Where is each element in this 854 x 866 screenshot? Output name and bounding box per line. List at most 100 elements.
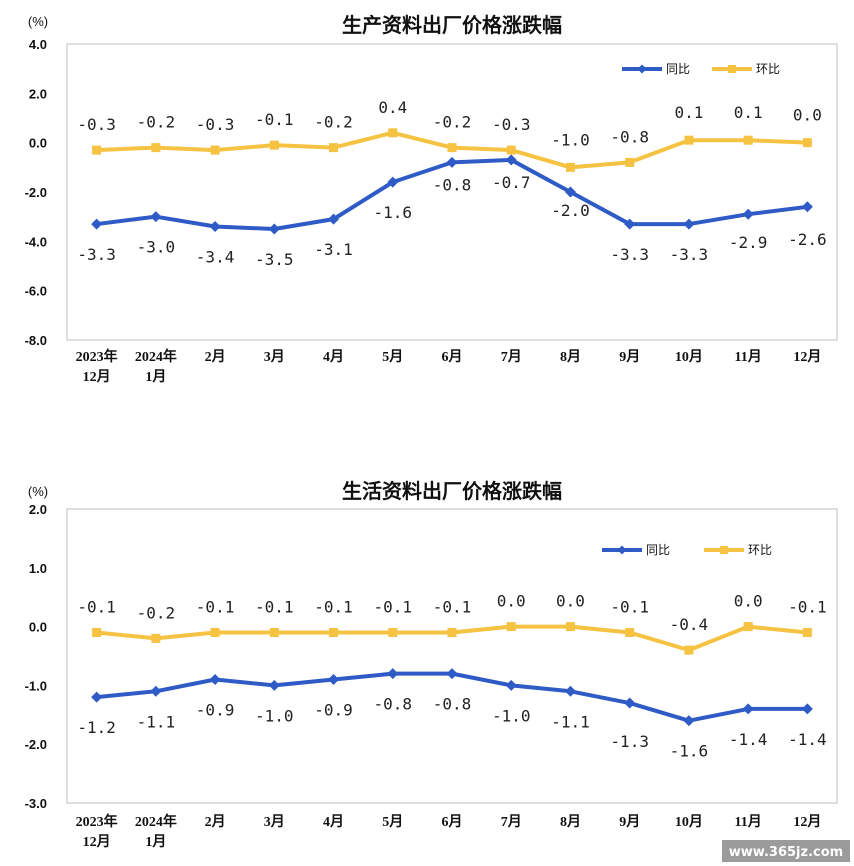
data-label-mom: -0.3 xyxy=(196,115,235,134)
legend-label-yoy: 同比 xyxy=(646,543,670,557)
data-point-mom xyxy=(447,627,457,637)
data-label-mom: -0.3 xyxy=(492,115,531,134)
data-point-yoy xyxy=(446,156,458,168)
data-point-yoy xyxy=(742,703,754,715)
x-tick-label: 11月 xyxy=(735,814,762,830)
data-point-mom xyxy=(92,627,102,637)
data-label-mom: -0.1 xyxy=(374,597,413,616)
data-point-mom xyxy=(269,140,279,150)
data-label-mom: -0.4 xyxy=(670,615,709,634)
data-label-mom: -0.1 xyxy=(610,597,649,616)
data-point-yoy xyxy=(564,186,576,198)
data-point-mom xyxy=(269,627,279,637)
data-label-yoy: -2.9 xyxy=(729,233,768,252)
chart-producer-goods: 生产资料出厂价格涨跌幅 (%) 4.0 2.0 0.0 -2.0 -4.0 -6.0 -8.0 2… xyxy=(25,13,838,385)
data-point-yoy xyxy=(505,679,517,691)
x-tick-label: 3月 xyxy=(264,814,285,830)
plot-frame xyxy=(66,43,838,341)
data-point-yoy xyxy=(387,668,399,680)
x-tick-label: 3月 xyxy=(264,349,285,365)
data-point-yoy xyxy=(446,668,458,680)
data-point-yoy xyxy=(150,211,162,223)
x-tick-label: 4月 xyxy=(323,814,344,830)
data-label-yoy: -1.0 xyxy=(255,706,294,725)
data-point-yoy xyxy=(801,703,813,715)
x-tick-label: 1月 xyxy=(145,369,166,385)
data-point-mom xyxy=(625,157,635,167)
data-point-mom xyxy=(743,622,753,632)
data-label-yoy: -1.2 xyxy=(77,718,116,737)
chart-title: 生活资料出厂价格涨跌幅 xyxy=(342,479,562,503)
y-tick-label: -4.0 xyxy=(25,234,47,249)
y-tick-label: -3.0 xyxy=(25,796,47,811)
y-axis-unit: (%) xyxy=(28,14,48,29)
data-point-yoy xyxy=(268,679,280,691)
data-point-yoy xyxy=(683,715,695,727)
x-tick-label: 2023年 xyxy=(76,348,118,365)
x-tick-label: 10月 xyxy=(675,814,703,830)
data-point-mom xyxy=(388,627,398,637)
data-label-mom: -0.1 xyxy=(255,110,294,129)
y-tick-label: 0.0 xyxy=(29,620,47,635)
data-point-mom xyxy=(92,145,102,155)
x-tick-label: 8月 xyxy=(560,349,581,365)
data-point-yoy xyxy=(564,685,576,697)
data-point-yoy xyxy=(505,154,517,166)
y-tick-label: 0.0 xyxy=(29,136,47,151)
plot-frame xyxy=(66,508,838,804)
data-label-yoy: -3.4 xyxy=(196,248,235,267)
data-label-yoy: -0.8 xyxy=(374,695,413,714)
data-label-mom: -0.2 xyxy=(137,603,176,622)
data-label-yoy: -2.6 xyxy=(788,230,827,249)
x-tick-label: 2月 xyxy=(205,349,226,365)
chart-consumer-goods: 生活资料出厂价格涨跌幅 (%) 2.0 1.0 0.0 -1.0 -2.0 -3.0 2023年… xyxy=(25,479,838,850)
data-label-yoy: -1.1 xyxy=(551,712,590,731)
data-point-yoy xyxy=(150,685,162,697)
y-tick-label: 2.0 xyxy=(29,502,47,517)
data-label-mom: 0.0 xyxy=(556,592,585,611)
data-point-yoy xyxy=(801,201,813,213)
data-label-mom: -0.2 xyxy=(433,113,472,132)
data-label-yoy: -1.0 xyxy=(492,706,531,725)
data-label-yoy: -3.1 xyxy=(314,240,353,259)
data-point-yoy xyxy=(387,176,399,188)
data-label-mom: 0.0 xyxy=(793,106,822,125)
legend-marker-mom xyxy=(720,546,728,554)
data-label-mom: -0.1 xyxy=(314,597,353,616)
y-tick-label: -8.0 xyxy=(25,333,47,348)
x-tick-label: 7月 xyxy=(501,814,522,830)
data-point-yoy xyxy=(624,218,636,230)
series-line-yoy xyxy=(96,157,808,231)
data-label-yoy: -3.3 xyxy=(670,245,709,264)
data-point-mom xyxy=(329,143,339,153)
y-tick-label: 1.0 xyxy=(29,561,47,576)
y-tick-label: 4.0 xyxy=(29,37,47,52)
data-label-yoy: -0.8 xyxy=(433,175,472,194)
data-point-mom xyxy=(151,143,161,153)
x-tick-label: 10月 xyxy=(675,349,703,365)
legend-marker-mom xyxy=(728,65,736,73)
data-label-mom: 0.0 xyxy=(734,592,763,611)
data-label-mom: 0.4 xyxy=(378,98,407,117)
data-point-mom xyxy=(743,135,753,145)
data-point-yoy xyxy=(328,674,340,686)
data-label-yoy: -2.0 xyxy=(551,201,590,220)
y-tick-label: -1.0 xyxy=(25,678,47,693)
data-label-mom: 0.0 xyxy=(497,592,526,611)
x-tick-label: 9月 xyxy=(619,349,640,365)
chart-title: 生产资料出厂价格涨跌幅 xyxy=(342,13,562,37)
watermark-bg xyxy=(722,840,850,862)
data-label-yoy: -3.3 xyxy=(77,245,116,264)
data-point-mom xyxy=(625,627,635,637)
data-point-mom xyxy=(388,128,398,138)
data-point-mom xyxy=(210,145,220,155)
legend-marker-yoy xyxy=(617,545,627,555)
y-tick-label: 2.0 xyxy=(29,86,47,101)
x-tick-label: 2月 xyxy=(205,814,226,830)
data-label-mom: -0.3 xyxy=(77,115,116,134)
data-label-mom: 0.1 xyxy=(734,103,763,122)
data-point-mom xyxy=(447,143,457,153)
data-point-yoy xyxy=(209,674,221,686)
data-label-yoy: -3.3 xyxy=(610,245,649,264)
data-label-mom: -0.2 xyxy=(137,113,176,132)
